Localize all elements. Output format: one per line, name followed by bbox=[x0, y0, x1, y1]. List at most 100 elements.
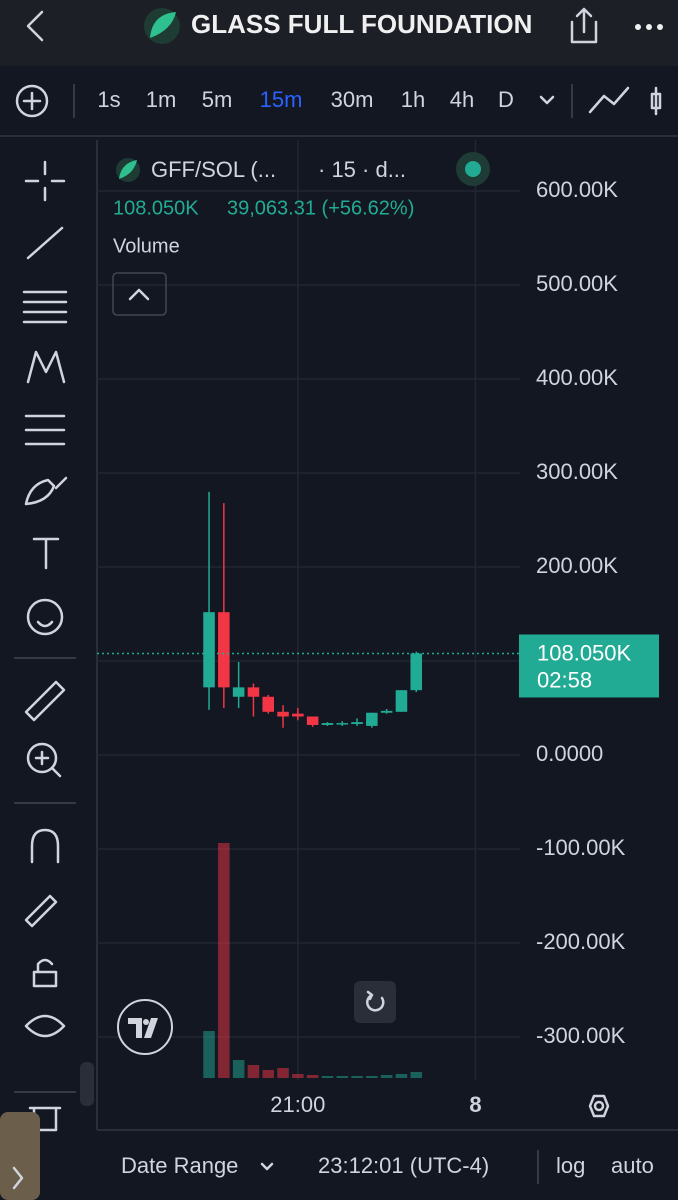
zoom-tool[interactable] bbox=[26, 742, 62, 778]
back-button[interactable] bbox=[26, 10, 44, 42]
candle-body bbox=[218, 612, 230, 688]
legend-logo-leaf bbox=[119, 160, 137, 179]
y-tick-label: 300.00K bbox=[536, 459, 618, 484]
brush-tool[interactable] bbox=[24, 476, 68, 506]
volume-bar bbox=[366, 1076, 378, 1078]
legend-symbol: GFF/SOL (... bbox=[151, 157, 276, 182]
candle-body bbox=[306, 716, 319, 725]
y-tick-label: 400.00K bbox=[536, 365, 618, 390]
y-tick-label: 200.00K bbox=[536, 553, 618, 578]
thumbnail-arrow bbox=[12, 1166, 24, 1190]
timeframe-button[interactable]: 1m bbox=[146, 87, 177, 112]
y-tick-label: -200.00K bbox=[536, 929, 626, 954]
more-button[interactable] bbox=[635, 24, 663, 30]
volume-bar bbox=[232, 1060, 245, 1078]
countdown: 02:58 bbox=[537, 667, 592, 692]
line-chart-type[interactable] bbox=[588, 86, 630, 114]
unlock-tool[interactable] bbox=[32, 958, 58, 988]
date-range-dropdown[interactable] bbox=[260, 1162, 274, 1171]
volume-bar bbox=[292, 1074, 304, 1078]
x-tick-label: 8 bbox=[469, 1092, 481, 1117]
candle-body bbox=[336, 723, 349, 725]
y-tick-label: 0.0000 bbox=[536, 741, 603, 766]
collapse-legend[interactable] bbox=[112, 272, 167, 316]
candle-body bbox=[366, 712, 378, 726]
share-button[interactable] bbox=[570, 7, 598, 44]
top-bar bbox=[0, 0, 678, 66]
candle-body bbox=[351, 722, 363, 725]
candle-body bbox=[380, 710, 393, 713]
auto-toggle[interactable]: auto bbox=[611, 1153, 654, 1178]
candle-body bbox=[247, 687, 260, 697]
volume-bar bbox=[277, 1068, 289, 1078]
candle-body bbox=[321, 723, 334, 725]
app-title: GLASS FULL FOUNDATION bbox=[191, 9, 532, 39]
volume-bar bbox=[218, 843, 230, 1078]
legend-price: 108.050K bbox=[113, 197, 199, 219]
trendline-tool[interactable] bbox=[26, 226, 64, 260]
candle-chart-type[interactable] bbox=[650, 86, 662, 116]
volume-bar bbox=[410, 1072, 423, 1078]
volume-bar bbox=[247, 1065, 260, 1078]
emoji-tool[interactable] bbox=[26, 598, 64, 636]
clock: 23:12:01 (UTC-4) bbox=[318, 1153, 489, 1178]
volume-bar bbox=[336, 1076, 349, 1078]
timeframes: 1s 1m 5m 15m 30m 1h 4h D bbox=[97, 87, 514, 112]
drawing-toolbar bbox=[14, 160, 76, 1132]
y-tick-label: 500.00K bbox=[536, 271, 618, 296]
add-button[interactable] bbox=[15, 84, 49, 118]
y-tick-label: -100.00K bbox=[536, 835, 626, 860]
projection-tool[interactable] bbox=[24, 414, 66, 446]
fib-tool[interactable] bbox=[22, 290, 68, 324]
collapse-toolbar[interactable] bbox=[80, 1062, 94, 1106]
y-tick-label: 600.00K bbox=[536, 177, 618, 202]
legend-interval: · 15 · d... bbox=[318, 157, 406, 182]
timeframe-button[interactable]: 5m bbox=[202, 87, 233, 112]
last-price-box bbox=[519, 634, 659, 698]
magnet-tool[interactable] bbox=[30, 828, 60, 864]
timeframe-button[interactable]: 30m bbox=[331, 87, 374, 112]
volume-bar bbox=[306, 1075, 319, 1078]
tv-logo[interactable] bbox=[117, 999, 173, 1055]
timeframe-button[interactable]: D bbox=[498, 87, 514, 112]
plot-area: -300.00K-200.00K-100.00K0.0000100.00K200… bbox=[97, 140, 659, 1117]
visibility-tool[interactable] bbox=[24, 1014, 66, 1038]
crosshair-tool[interactable] bbox=[24, 160, 66, 202]
x-tick-label: 21:00 bbox=[270, 1092, 325, 1117]
candle-body bbox=[277, 711, 289, 717]
timeframe-bar bbox=[0, 66, 678, 136]
volume-label: Volume bbox=[113, 235, 180, 257]
token-logo-leaf bbox=[150, 12, 176, 38]
candle-body bbox=[203, 612, 215, 688]
timeframe-dropdown[interactable] bbox=[539, 95, 555, 105]
ruler-tool[interactable] bbox=[24, 680, 66, 722]
log-toggle[interactable]: log bbox=[556, 1153, 585, 1178]
candle-body bbox=[262, 696, 275, 712]
legend-change: 39,063.31 (+56.62%) bbox=[227, 197, 414, 219]
volume-bar bbox=[380, 1075, 393, 1078]
text-tool[interactable] bbox=[32, 537, 60, 570]
candle-body bbox=[395, 690, 408, 712]
thumbnail bbox=[0, 1112, 40, 1200]
volume-bar bbox=[395, 1074, 408, 1078]
timeframe-button[interactable]: 15m bbox=[260, 87, 303, 112]
timeframe-button[interactable]: 1s bbox=[97, 87, 120, 112]
timeframe-button[interactable]: 4h bbox=[450, 87, 474, 112]
volume-bar bbox=[351, 1076, 363, 1078]
timeframe-button[interactable]: 1h bbox=[401, 87, 425, 112]
volume-bar bbox=[203, 1031, 215, 1078]
y-tick-label: -300.00K bbox=[536, 1023, 626, 1048]
settings-button[interactable] bbox=[588, 1094, 610, 1118]
date-range-button[interactable]: Date Range bbox=[121, 1153, 238, 1178]
collapse-legend-icon bbox=[128, 288, 150, 301]
candle-body bbox=[292, 713, 304, 717]
volume-bar bbox=[262, 1070, 275, 1078]
last-price-label: 108.050K bbox=[537, 640, 632, 665]
status-dot bbox=[465, 161, 481, 177]
lock-drawing-tool[interactable] bbox=[24, 894, 58, 928]
pattern-tool[interactable] bbox=[26, 350, 66, 384]
candle-body bbox=[410, 653, 423, 691]
reset-button[interactable] bbox=[354, 981, 396, 1023]
